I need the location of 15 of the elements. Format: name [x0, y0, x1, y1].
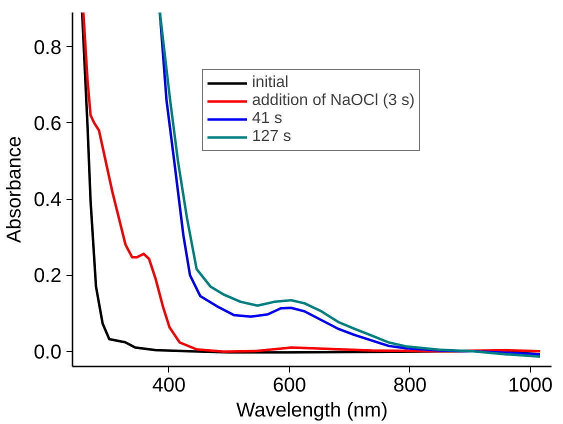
x-tick-label: 800: [393, 374, 427, 396]
x-axis-title: Wavelength (nm): [236, 400, 388, 422]
legend-label: addition of NaOCl (3 s): [252, 92, 415, 110]
x-tick-label: 400: [152, 374, 186, 396]
legend-label: 127 s: [252, 128, 292, 146]
x-tick-label: 1000: [508, 374, 553, 396]
y-tick-label: 0.4: [34, 189, 62, 212]
y-tick-label: 0.8: [34, 36, 62, 59]
x-tick-label: 600: [272, 374, 306, 396]
y-axis-title: Absorbance: [4, 136, 26, 243]
y-tick-label: 0.6: [34, 112, 62, 135]
y-tick-label: 0.2: [34, 265, 62, 288]
legend-label: initial: [252, 74, 288, 92]
y-tick-label: 0.0: [34, 341, 62, 364]
legend-label: 41 s: [252, 110, 282, 128]
